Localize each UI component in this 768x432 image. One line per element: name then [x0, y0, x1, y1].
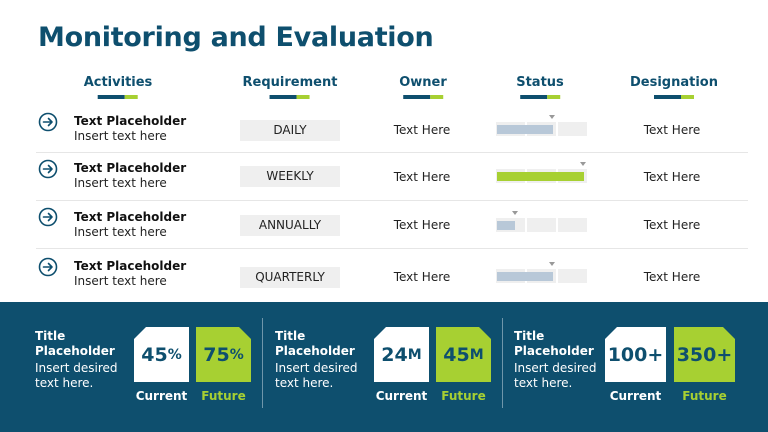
kpi-subtitle: Insert desired text here.: [514, 361, 597, 390]
activity-subtitle: Insert text here: [74, 225, 167, 239]
designation-text: Text Here: [643, 218, 701, 232]
designation-text: Text Here: [643, 170, 701, 184]
column-header-requirement: Requirement: [242, 75, 338, 99]
status-bar: [496, 115, 587, 136]
future-value-box: 350+: [674, 327, 735, 382]
kpi-title: Title Placeholder: [35, 329, 115, 358]
kpi-subtitle: Insert desired text here.: [35, 361, 118, 390]
table-row: Text Placeholder Insert text here WEEKLY…: [36, 153, 748, 201]
owner-text: Text Here: [393, 270, 451, 284]
table-row: Text Placeholder Insert text here DAILY …: [36, 108, 748, 153]
kpi-group: Title Placeholder Insert desired text here…: [502, 302, 768, 432]
divider: [502, 318, 503, 408]
arrow-right-circle-icon[interactable]: [38, 207, 58, 227]
arrow-right-circle-icon[interactable]: [38, 159, 58, 179]
current-value-box: 100+: [605, 327, 666, 382]
header-underline: [243, 95, 338, 99]
kpi-group: Title Placeholder Insert desired text here…: [0, 302, 262, 432]
kpi-title: Title Placeholder: [514, 329, 594, 358]
arrow-right-circle-icon[interactable]: [38, 257, 58, 277]
status-fill: [497, 125, 553, 134]
status-bar: [496, 211, 587, 232]
status-fill: [497, 272, 553, 281]
status-marker-icon: [512, 211, 518, 215]
column-header-label: Status: [516, 75, 564, 90]
designation-text: Text Here: [643, 123, 701, 137]
future-label: Future: [201, 389, 246, 403]
header-underline: [516, 95, 564, 99]
future-value-box: 75%: [196, 327, 251, 382]
status-marker-icon: [580, 162, 586, 166]
status-marker-icon: [549, 115, 555, 119]
current-value-box: 24 M: [374, 327, 429, 382]
kpi-band: Title Placeholder Insert desired text here…: [0, 302, 768, 432]
column-header-activities: Activities: [83, 75, 153, 99]
header-underline: [630, 95, 718, 99]
kpi-group: Title Placeholder Insert desired text here…: [262, 302, 502, 432]
owner-text: Text Here: [393, 123, 451, 137]
requirement-badge: ANNUALLY: [240, 215, 340, 236]
kpi-title: Title Placeholder: [275, 329, 355, 358]
future-label: Future: [441, 389, 486, 403]
current-label: Current: [375, 389, 428, 403]
status-marker-icon: [549, 262, 555, 266]
designation-text: Text Here: [643, 270, 701, 284]
table-row: Text Placeholder Insert text here QUARTE…: [36, 249, 748, 299]
activity-title: Text Placeholder: [74, 114, 187, 128]
column-header-status: Status: [516, 75, 564, 99]
requirement-badge: QUARTERLY: [240, 267, 340, 288]
column-header-owner: Owner: [399, 75, 447, 99]
header-underline: [84, 95, 153, 99]
activity-subtitle: Insert text here: [74, 176, 167, 190]
status-fill: [497, 172, 584, 181]
owner-text: Text Here: [393, 170, 451, 184]
future-label: Future: [682, 389, 727, 403]
future-value-box: 45 M: [436, 327, 491, 382]
activity-title: Text Placeholder: [74, 259, 187, 273]
page-title: Monitoring and Evaluation: [38, 22, 434, 53]
current-label: Current: [135, 389, 188, 403]
kpi-subtitle: Insert desired text here.: [275, 361, 358, 390]
status-bar: [496, 162, 587, 183]
column-header-label: Activities: [83, 75, 153, 90]
column-header-label: Owner: [399, 75, 447, 90]
requirement-badge: DAILY: [240, 120, 340, 141]
header-underline: [399, 95, 447, 99]
arrow-right-circle-icon[interactable]: [38, 112, 58, 132]
activity-subtitle: Insert text here: [74, 129, 167, 143]
owner-text: Text Here: [393, 218, 451, 232]
divider: [262, 318, 263, 408]
activity-title: Text Placeholder: [74, 161, 187, 175]
column-header-designation: Designation: [630, 75, 718, 99]
status-bar: [496, 262, 587, 283]
column-header-label: Requirement: [242, 75, 338, 90]
status-fill: [497, 221, 515, 230]
requirement-badge: WEEKLY: [240, 166, 340, 187]
current-label: Current: [609, 389, 662, 403]
current-value-box: 45%: [134, 327, 189, 382]
table-row: Text Placeholder Insert text here ANNUAL…: [36, 201, 748, 249]
activity-title: Text Placeholder: [74, 210, 187, 224]
column-header-label: Designation: [630, 75, 718, 90]
activity-subtitle: Insert text here: [74, 274, 167, 288]
